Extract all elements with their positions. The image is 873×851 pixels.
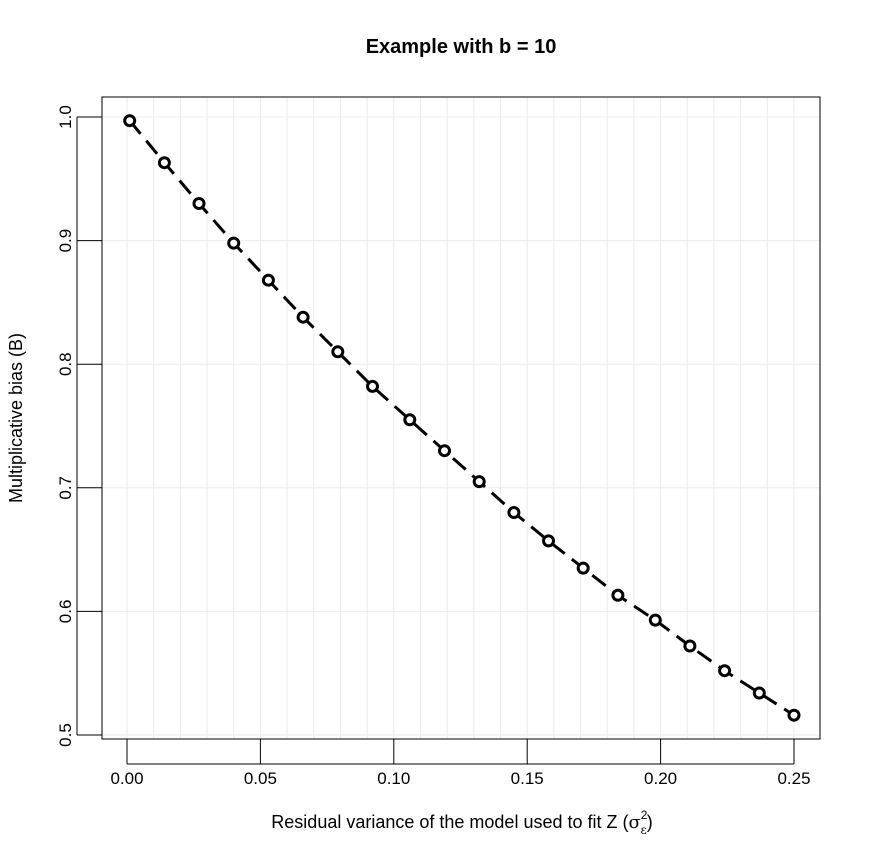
data-point xyxy=(611,588,625,602)
data-point xyxy=(331,345,345,359)
y-axis-label: Multiplicative bias (B) xyxy=(6,333,26,503)
data-point xyxy=(718,664,732,678)
y-tick-label: 0.5 xyxy=(56,723,75,747)
x-tick-label: 0.00 xyxy=(110,769,143,788)
data-point xyxy=(752,686,766,700)
data-point xyxy=(296,310,310,324)
x-tick-label: 0.25 xyxy=(777,769,810,788)
x-axis-label-subscript: ε xyxy=(640,823,646,837)
axes: 0.00 0.05 0.10 0.15 0.20 0.25 0.5 0.6 0.7 0.8 0.9 1… xyxy=(56,105,811,788)
x-tick-label: 0.10 xyxy=(377,769,410,788)
grid xyxy=(102,97,820,739)
x-axis-label: Residual variance of the model used to f… xyxy=(271,808,652,837)
y-tick-label: 0.8 xyxy=(56,352,75,376)
data-point xyxy=(157,156,171,170)
data-point xyxy=(576,561,590,575)
x-tick-label: 0.15 xyxy=(511,769,544,788)
data-points xyxy=(123,114,801,722)
data-point xyxy=(227,236,241,250)
y-tick-label: 0.7 xyxy=(56,476,75,500)
x-axis-label-superscript: 2 xyxy=(641,808,648,822)
data-point xyxy=(438,444,451,458)
data-point xyxy=(192,197,206,210)
series-line xyxy=(128,119,795,717)
data-point xyxy=(123,114,137,128)
data-point xyxy=(648,613,662,627)
data-point xyxy=(261,273,275,287)
plot-frame xyxy=(101,96,821,740)
data-point xyxy=(787,708,801,722)
y-tick-label: 1.0 xyxy=(56,105,75,129)
y-tick-label: 0.6 xyxy=(56,600,75,624)
data-point xyxy=(683,639,697,653)
x-tick-label: 0.20 xyxy=(644,769,677,788)
data-point xyxy=(403,413,417,427)
data-point xyxy=(472,475,486,489)
x-axis-label-symbol: σ xyxy=(628,812,640,833)
data-point xyxy=(542,534,555,548)
chart-title: Example with b = 10 xyxy=(366,36,557,58)
data-point xyxy=(366,379,379,393)
data-point xyxy=(507,506,521,519)
y-tick-label: 0.9 xyxy=(56,229,75,253)
x-tick-label: 0.05 xyxy=(244,769,277,788)
x-axis-label-text: Residual variance of the model used to f… xyxy=(271,812,617,832)
